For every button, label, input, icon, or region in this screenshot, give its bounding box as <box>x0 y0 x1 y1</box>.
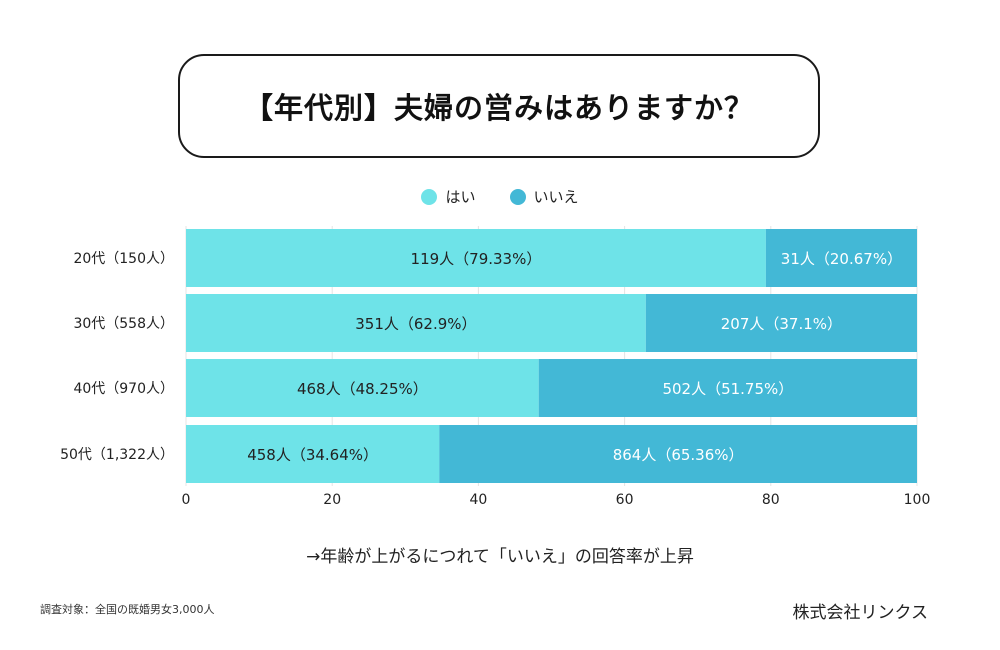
category-label-0: 20代（150人） <box>73 251 174 267</box>
bar-no-2 <box>538 359 917 417</box>
category-label-1: 30代（558人） <box>73 316 174 332</box>
x-tick-label-3: 60 <box>616 492 634 508</box>
category-label-2: 40代（970人） <box>73 381 174 397</box>
bar-yes-3 <box>186 425 440 483</box>
x-tick-label-4: 80 <box>762 492 780 508</box>
data-label-no-2: 502人（51.75%） <box>662 380 793 398</box>
data-label-no-1: 207人（37.1%） <box>721 315 842 333</box>
data-label-yes-0: 119人（79.33%） <box>411 250 542 268</box>
data-label-yes-1: 351人（62.9%） <box>355 315 476 333</box>
data-label-no-0: 31人（20.67%） <box>781 250 902 268</box>
legend-item-no: いいえ <box>509 186 579 207</box>
legend-label-no: いいえ <box>533 188 579 206</box>
chart-title: 【年代別】夫婦の営みはありますか？ <box>243 91 754 125</box>
company-name: 株式会社リンクス <box>792 603 929 623</box>
category-label-3: 50代（1,322人） <box>60 447 174 463</box>
bar-yes-1 <box>186 294 646 352</box>
chart-title-box: 【年代別】夫婦の営みはありますか？ <box>178 54 820 158</box>
bar-yes-2 <box>186 359 539 417</box>
bar-no-3 <box>439 425 917 483</box>
legend-item-yes: はい <box>421 186 476 207</box>
x-tick-label-0: 0 <box>182 492 191 508</box>
legend: はい いいえ <box>0 186 1000 207</box>
note-text: →年齢が上がるにつれて「いいえ」の回答率が上昇 <box>306 547 694 567</box>
survey-footnote: 調査対象：全国の既婚男女3,000人 <box>40 603 215 616</box>
legend-dot-yes <box>421 188 438 205</box>
data-label-no-3: 864人（65.36%） <box>613 446 744 464</box>
x-tick-label-2: 40 <box>469 492 487 508</box>
bar-no-0 <box>765 229 917 287</box>
x-tick-label-1: 20 <box>323 492 341 508</box>
x-tick-label-5: 100 <box>904 492 931 508</box>
data-label-yes-2: 468人（48.25%） <box>297 380 428 398</box>
bar-no-1 <box>645 294 917 352</box>
data-label-yes-3: 458人（34.64%） <box>247 446 378 464</box>
legend-label-yes: はい <box>445 188 476 206</box>
bar-yes-0 <box>186 229 766 287</box>
legend-dot-no <box>509 188 526 205</box>
